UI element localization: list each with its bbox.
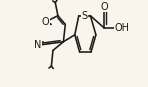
Text: O: O <box>100 2 108 12</box>
Text: N: N <box>34 40 42 50</box>
Text: OH: OH <box>114 23 130 33</box>
Text: O: O <box>42 17 50 27</box>
Text: S: S <box>82 11 88 21</box>
